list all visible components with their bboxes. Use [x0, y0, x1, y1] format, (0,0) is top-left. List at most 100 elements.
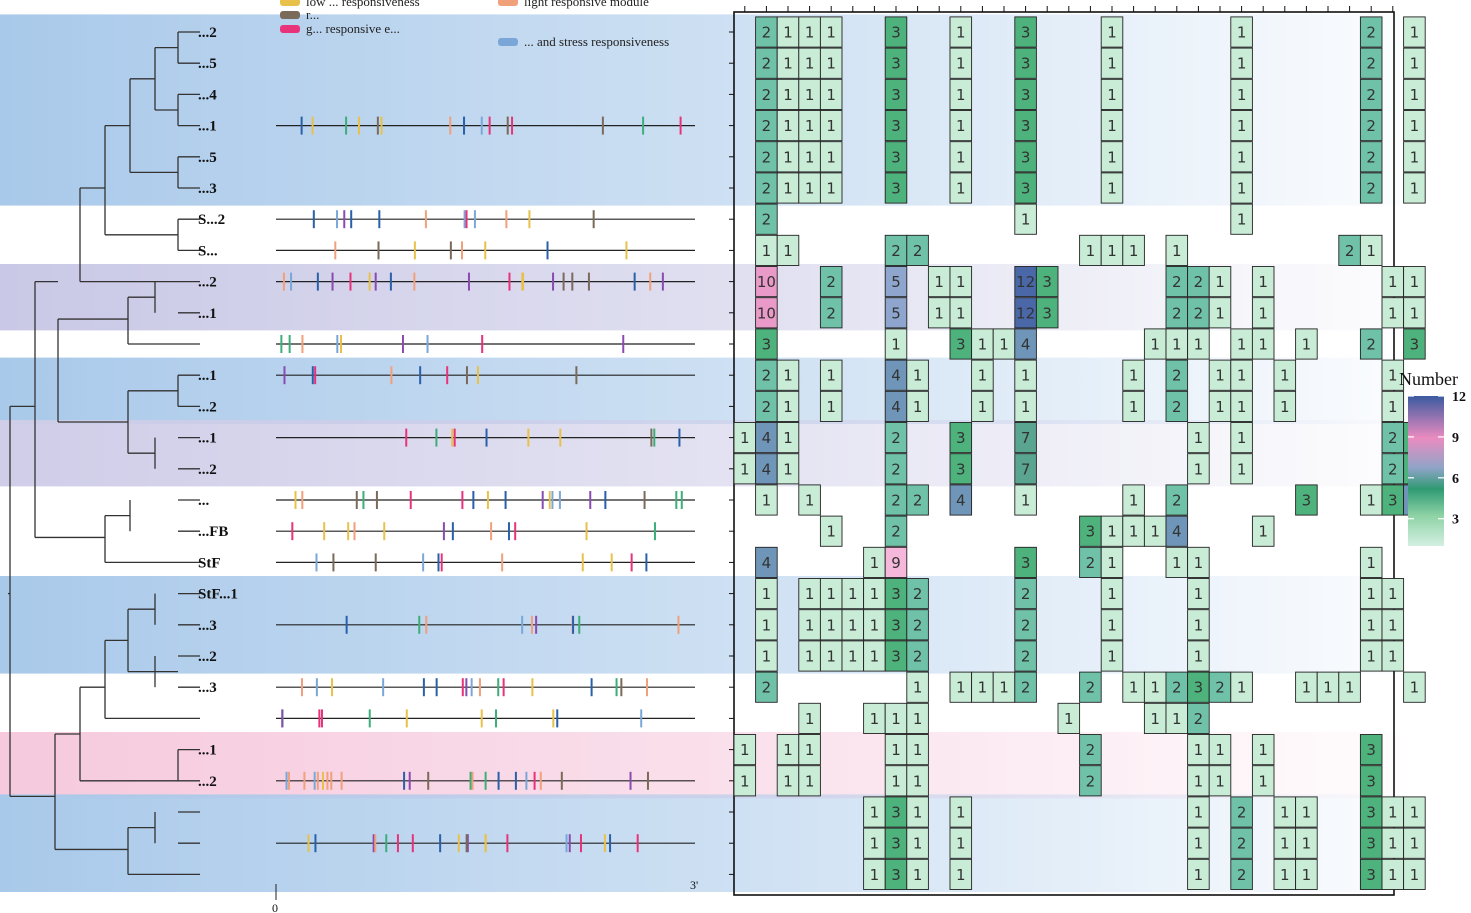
motif-mark — [435, 678, 438, 697]
heat-cell — [819, 47, 843, 79]
heat-cell-value: 3 — [891, 835, 901, 853]
heat-cell-value: 1 — [1280, 835, 1290, 853]
heat-cell — [1014, 78, 1037, 110]
heat-cell-value: 1 — [1129, 242, 1139, 260]
motif-mark — [469, 771, 472, 790]
heat-cell-value: 2 — [1366, 336, 1376, 354]
motif-mark — [505, 210, 508, 229]
heat-cell — [755, 328, 778, 360]
heat-cell-value: 1 — [1258, 772, 1268, 790]
heat-cell-value: 1 — [1410, 117, 1420, 135]
heat-cell — [884, 328, 908, 360]
heat-cell-value: 1 — [1107, 616, 1117, 634]
heat-cell — [1251, 734, 1275, 766]
heat-cell — [1208, 765, 1232, 797]
heat-cell-value: 3 — [891, 86, 901, 104]
motif-mark — [349, 272, 352, 291]
heat-cell-value: 1 — [1302, 679, 1312, 697]
heat-cell — [733, 734, 757, 766]
heat-cell-value: 2 — [826, 273, 836, 291]
motif-mark — [343, 210, 346, 229]
heat-cell-value: 1 — [848, 616, 858, 634]
heat-cell-value: 2 — [913, 585, 923, 603]
heat-cell — [1251, 266, 1275, 298]
heat-cell — [949, 172, 973, 204]
motif-mark — [345, 615, 348, 634]
heat-cell-value: 1 — [1366, 554, 1376, 572]
heat-cell — [949, 16, 973, 48]
heat-cell-value: 1 — [805, 772, 815, 790]
motif-mark — [460, 241, 463, 260]
heat-cell — [1381, 640, 1405, 672]
heat-cell-value: 1 — [1129, 523, 1139, 541]
heat-cell-value: 1 — [956, 679, 966, 697]
motif-mark — [680, 491, 683, 509]
legend-label: light responsive module — [524, 0, 649, 9]
heat-cell-value: 1 — [1410, 866, 1420, 884]
colorbar-tick-label: 6 — [1452, 472, 1459, 487]
heat-cell-value: 1 — [783, 117, 793, 135]
motif-mark — [490, 522, 493, 541]
motif-mark — [316, 272, 319, 291]
heat-cell-value: 1 — [1237, 148, 1247, 166]
motif-mark — [413, 272, 416, 291]
heat-cell — [906, 390, 929, 422]
heat-cell-value: 4 — [762, 429, 772, 447]
heat-cell-value: 3 — [1302, 492, 1312, 510]
heat-cell — [949, 110, 973, 142]
heat-cell-value: 1 — [805, 492, 815, 510]
heat-cell-value: 1 — [826, 585, 836, 603]
motif-mark — [334, 241, 337, 260]
heat-cell-value: 1 — [1194, 460, 1204, 478]
heat-cell — [1122, 390, 1145, 422]
motif-mark — [419, 366, 422, 385]
heat-cell-value: 2 — [1086, 554, 1096, 572]
motif-mark — [622, 335, 625, 353]
heat-cell-value: 1 — [1172, 242, 1182, 260]
colorbar-tick-label: 12 — [1452, 390, 1466, 405]
heat-cell-value: 1 — [913, 741, 923, 759]
heat-cell — [1403, 671, 1426, 703]
motif-mark — [560, 771, 563, 790]
motif-mark — [291, 522, 294, 541]
heat-cell-value: 1 — [1107, 117, 1117, 135]
motif-mark — [424, 210, 427, 229]
motif-mark — [488, 116, 491, 135]
heat-cell — [1014, 609, 1037, 641]
heat-cell-value: 1 — [913, 772, 923, 790]
heat-cell-value: 3 — [1021, 86, 1031, 104]
motif-mark — [331, 678, 334, 697]
heat-cell-value: 2 — [891, 242, 901, 260]
motif-mark — [501, 553, 504, 572]
heat-cell-value: 1 — [1237, 429, 1247, 447]
heat-cell-value: 1 — [1237, 180, 1247, 198]
heat-cell-value: 2 — [1366, 148, 1376, 166]
colorbar-tick-label: 3 — [1452, 513, 1459, 528]
legend-label: r... — [306, 7, 319, 22]
motif-mark — [301, 491, 304, 509]
motif-mark — [514, 522, 517, 541]
heat-cell — [755, 609, 778, 641]
motif-mark — [571, 272, 574, 291]
heat-cell-value: 1 — [1388, 835, 1398, 853]
heat-cell — [755, 546, 778, 578]
heat-cell-value: 1 — [805, 180, 815, 198]
heat-cell — [1403, 328, 1426, 360]
heat-cell — [1014, 172, 1037, 204]
heat-cell-value: 2 — [1215, 679, 1225, 697]
motif-mark — [603, 834, 606, 853]
motif-mark — [439, 834, 442, 853]
heat-cell-value: 3 — [1194, 679, 1204, 697]
heat-cell-value: 3 — [1086, 523, 1096, 541]
motif-mark — [330, 771, 333, 790]
motif-mark — [480, 116, 483, 135]
motif-mark — [405, 428, 408, 447]
heat-cell — [949, 78, 973, 110]
heat-cell — [1230, 796, 1253, 828]
heat-cell-value: 1 — [913, 866, 923, 884]
heat-cell-value: 1 — [783, 242, 793, 260]
motif-mark — [678, 428, 681, 447]
heat-cell — [1187, 796, 1210, 828]
motif-mark — [511, 116, 514, 135]
heat-cell-value: 1 — [1410, 835, 1420, 853]
